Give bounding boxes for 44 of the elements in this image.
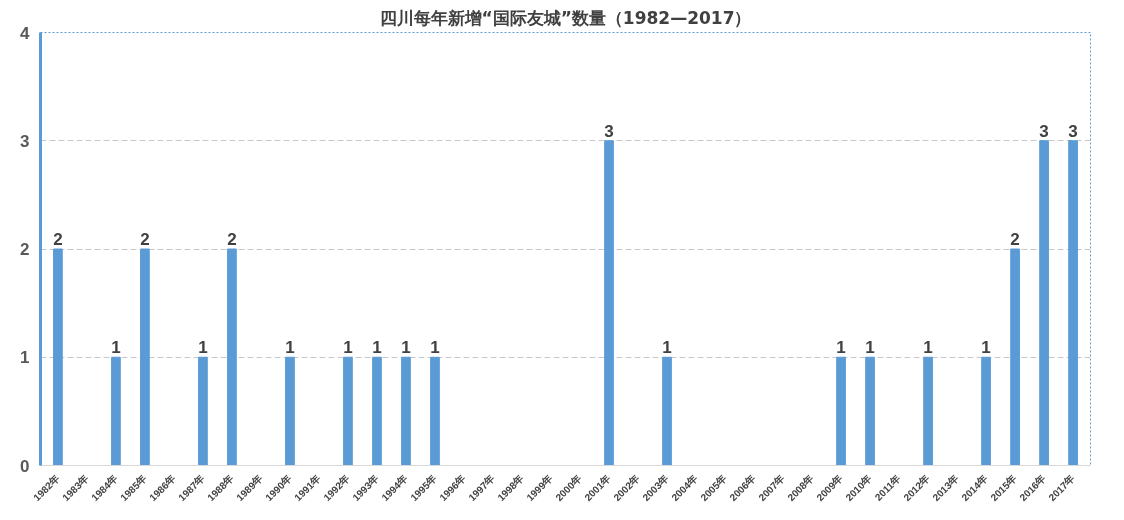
data-label: 1 [198,338,208,358]
data-label: 1 [372,338,382,358]
y-tick-label: 4 [20,23,31,43]
data-label: 1 [285,338,295,358]
y-tick-label: 1 [20,348,30,368]
data-label: 1 [923,338,933,358]
bar [1039,140,1049,466]
data-label: 1 [401,338,411,358]
bar [401,356,411,466]
bar [662,356,672,466]
bar [981,356,991,466]
chart-title: 四川每年新增“国际友城”数量（1982—2017） [379,7,752,28]
bar [111,356,121,466]
data-label: 3 [1068,121,1078,141]
bar [372,356,382,466]
data-label: 1 [836,338,846,358]
data-label: 2 [140,230,150,249]
bar [836,356,846,466]
data-label: 3 [604,121,614,141]
data-label: 1 [343,338,353,358]
bar [285,356,295,466]
data-label: 2 [53,230,63,249]
bar [1010,248,1020,466]
data-label: 1 [662,338,672,358]
data-label: 1 [111,338,121,358]
data-label: 3 [1039,121,1049,141]
bar [865,356,875,466]
y-tick-label: 0 [20,456,30,476]
data-label: 1 [430,338,440,358]
bar [198,356,208,466]
bar [604,140,614,466]
bar [140,248,150,466]
data-label: 2 [227,230,237,249]
y-tick-label: 2 [20,240,30,259]
bar [53,248,63,466]
bar [430,356,440,466]
bar [227,248,237,466]
data-label: 1 [865,338,875,358]
y-tick-label: 3 [20,131,30,151]
data-label: 1 [981,338,991,358]
data-label: 2 [1010,230,1020,249]
bar [1068,140,1078,466]
bar [923,356,933,466]
bar [343,356,353,466]
